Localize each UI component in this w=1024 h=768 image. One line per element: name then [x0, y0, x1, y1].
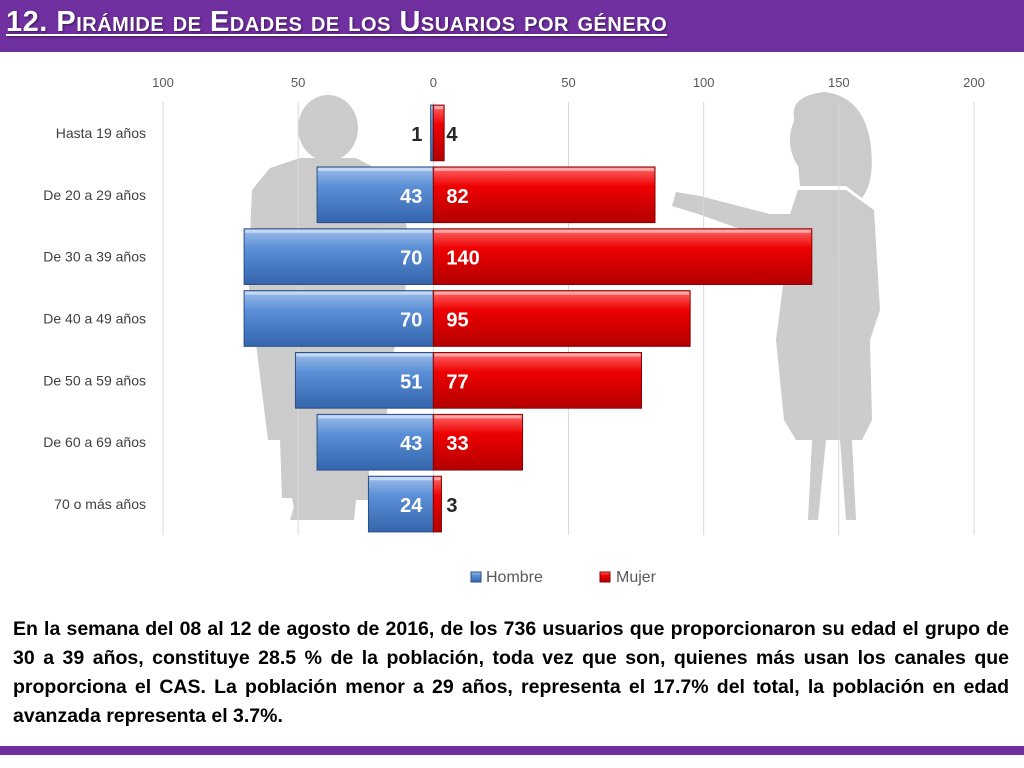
- x-axis-ticks: 100 50 0 50 100 150 200: [152, 75, 985, 90]
- category-label: De 60 a 69 años: [43, 434, 146, 450]
- bottom-bar: [0, 746, 1024, 755]
- bar-mujer: [432, 352, 642, 409]
- legend-label-mujer: Mujer: [616, 569, 657, 586]
- slide-title: 12. Pirámide de Edades de los Usuarios p…: [6, 6, 668, 38]
- data-label-mujer: 3: [446, 495, 457, 517]
- bar-hombre: [243, 228, 434, 285]
- bar-mujer-highlight: [434, 291, 690, 295]
- x-tick-label: 200: [963, 75, 985, 90]
- bar-hombre: [243, 290, 434, 347]
- bar-hombre-highlight: [369, 477, 433, 481]
- x-tick-label: 100: [693, 75, 715, 90]
- data-labels: 1 4 43 82 70 140 70 95 51 77 43 33 24 3: [400, 124, 480, 517]
- data-label-mujer: 95: [446, 310, 468, 332]
- category-label: De 50 a 59 años: [43, 372, 146, 388]
- bar-mujer: [432, 166, 656, 224]
- bar-mujer-highlight: [434, 106, 444, 110]
- bar-mujer: [432, 228, 813, 285]
- bar-mujer: [432, 475, 442, 533]
- data-label-mujer: 140: [446, 248, 479, 270]
- data-label-hombre: 43: [400, 433, 422, 455]
- legend-swatch-mujer: [599, 571, 611, 583]
- data-label-mujer: 33: [446, 433, 468, 455]
- data-label-hombre: 70: [400, 310, 422, 332]
- category-label: De 30 a 39 años: [43, 249, 146, 265]
- legend: Hombre Mujer: [470, 569, 657, 586]
- category-labels: Hasta 19 años De 20 a 29 años De 30 a 39 a…: [43, 125, 146, 512]
- category-label: 70 o más años: [54, 496, 146, 512]
- description-paragraph: En la semana del 08 al 12 de agosto de 2…: [13, 618, 1009, 727]
- bar-hombre-highlight: [245, 229, 433, 233]
- title-bar: 12. Pirámide de Edades de los Usuarios p…: [0, 0, 1024, 52]
- bar-hombre-highlight: [296, 353, 433, 357]
- category-label: De 40 a 49 años: [43, 311, 146, 327]
- bar-mujer: [432, 104, 445, 162]
- x-tick-label: 100: [152, 75, 174, 90]
- data-label-mujer: 82: [446, 186, 468, 208]
- x-tick-label: 0: [430, 75, 437, 90]
- data-label-hombre: 24: [400, 495, 423, 517]
- legend-label-hombre: Hombre: [486, 569, 543, 586]
- bar-mujer-highlight: [434, 229, 811, 233]
- category-label: De 20 a 29 años: [43, 187, 146, 203]
- bar-mujer-highlight: [434, 167, 655, 171]
- category-label: Hasta 19 años: [56, 125, 146, 141]
- x-tick-label: 150: [828, 75, 850, 90]
- data-label-hombre: 43: [400, 186, 422, 208]
- data-label-hombre: 70: [400, 248, 422, 270]
- data-label-mujer: 77: [446, 371, 468, 393]
- bar-mujer: [432, 290, 691, 347]
- bar-mujer-highlight: [434, 477, 441, 481]
- legend-swatch-hombre: [470, 571, 482, 583]
- x-tick-label: 50: [561, 75, 575, 90]
- woman-silhouette: [672, 92, 880, 520]
- data-label-hombre: 51: [400, 371, 422, 393]
- bar-hombre: [367, 475, 434, 533]
- bar-mujer: [432, 413, 524, 471]
- bar-mujer-highlight: [434, 415, 522, 419]
- x-tick-label: 50: [291, 75, 305, 90]
- bar-hombre: [316, 166, 434, 224]
- bar-hombre-highlight: [431, 106, 433, 110]
- data-label-hombre: 1: [411, 124, 422, 146]
- bar-hombre-highlight: [318, 167, 433, 171]
- bars: [243, 104, 813, 533]
- data-label-mujer: 4: [446, 124, 458, 146]
- bar-hombre-highlight: [245, 291, 433, 295]
- age-pyramid-chart: 100 50 0 50 100 150 200 Hasta 19 años De 20 a 2…: [43, 75, 985, 586]
- bar-mujer-highlight: [434, 353, 641, 357]
- bar-hombre: [294, 352, 434, 409]
- bar-hombre-highlight: [318, 415, 433, 419]
